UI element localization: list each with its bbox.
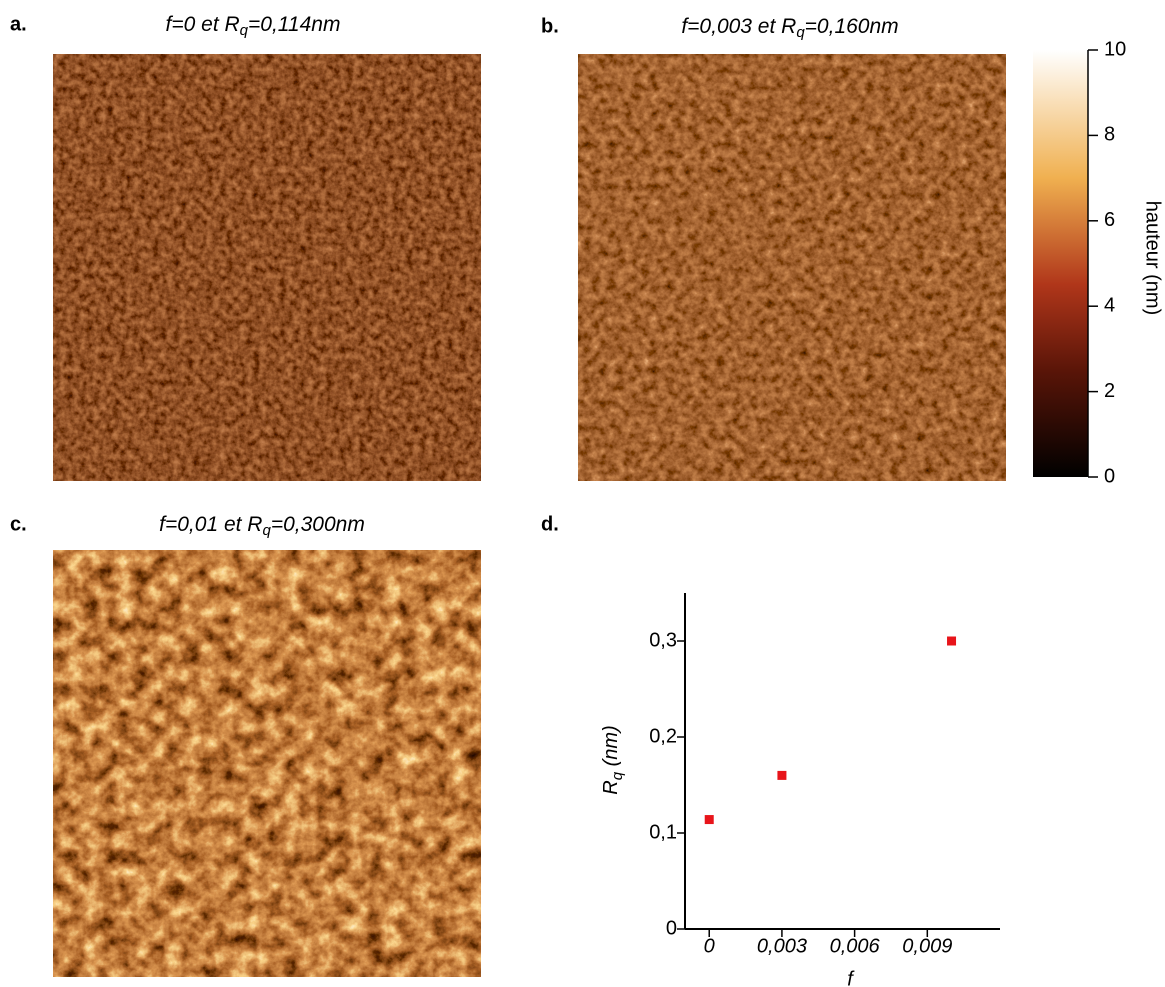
title-subscript: q [262,522,271,539]
panel-title: f=0,01 et Rq=0,300nm [159,513,365,539]
colorbar-tick-label: 6 [1104,209,1115,231]
title-text: =0,160nm [805,15,899,38]
title-text: =0,114nm [248,13,340,36]
y-axis-label: Rq (nm) [600,725,626,794]
y-tick-label: 0 [666,917,677,939]
x-axis-label: f [847,968,855,987]
panel-label: a. [10,13,27,35]
colorbar-tick-label: 4 [1104,294,1115,316]
data-point [704,815,714,825]
y-tick-label: 0,3 [649,629,677,651]
y-tick-label: 0,2 [649,725,677,747]
colorbar-tick-label: 2 [1104,380,1115,402]
colorbar-tick-label: 8 [1104,124,1115,146]
title-text: f=0,003 et R [681,15,796,38]
panel-label: b. [541,15,559,37]
panel-title: f=0,003 et Rq=0,160nm [681,15,898,41]
x-tick-label: 0,003 [757,935,807,957]
afm-image [578,54,1006,481]
panel-label: c. [10,513,27,535]
title-text: f=0,01 et R [159,513,262,536]
panel-title: f=0 et Rq=0,114nm [166,13,341,39]
label-text: (nm) [600,725,622,772]
colorbar [1033,50,1088,477]
data-point [947,636,957,646]
title-subscript: q [796,24,805,41]
panel-label: d. [541,513,559,535]
label-text: R [600,780,622,794]
x-tick-label: 0,009 [902,935,952,957]
x-tick-label: 0,006 [830,935,881,957]
afm-image [53,550,481,977]
data-point [777,770,787,780]
colorbar-tick-label: 10 [1104,38,1126,60]
title-text: =0,300nm [271,513,365,536]
colorbar-label: hauteur (nm) [1142,201,1164,316]
label-subscript: q [609,771,626,780]
y-tick-label: 0,1 [649,821,677,843]
afm-image [53,54,481,481]
title-subscript: q [240,22,249,39]
colorbar-tick-label: 0 [1104,465,1115,487]
x-tick-label: 0 [704,935,715,957]
title-text: f=0 et R [166,13,240,36]
